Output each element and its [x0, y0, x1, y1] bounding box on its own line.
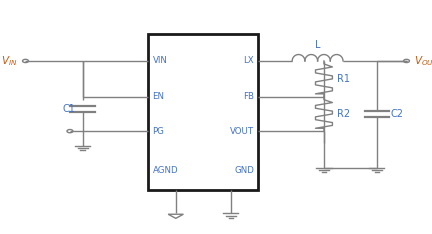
Text: FB: FB	[243, 92, 254, 101]
Text: GND: GND	[234, 166, 254, 175]
Text: PG: PG	[152, 127, 164, 136]
FancyBboxPatch shape	[148, 34, 258, 190]
Text: LX: LX	[244, 56, 254, 66]
Text: VOUT: VOUT	[230, 127, 254, 136]
Text: L: L	[315, 40, 321, 50]
Text: VIN: VIN	[152, 56, 167, 66]
Text: C2: C2	[391, 109, 404, 119]
Text: R2: R2	[337, 109, 350, 119]
Text: $\mathit{V}_{IN}$: $\mathit{V}_{IN}$	[1, 54, 18, 68]
Text: AGND: AGND	[152, 166, 178, 175]
Text: $\mathit{V}_{OUT}$: $\mathit{V}_{OUT}$	[414, 54, 432, 68]
Text: EN: EN	[152, 92, 165, 101]
Text: C1: C1	[62, 104, 75, 114]
Text: R1: R1	[337, 74, 349, 84]
